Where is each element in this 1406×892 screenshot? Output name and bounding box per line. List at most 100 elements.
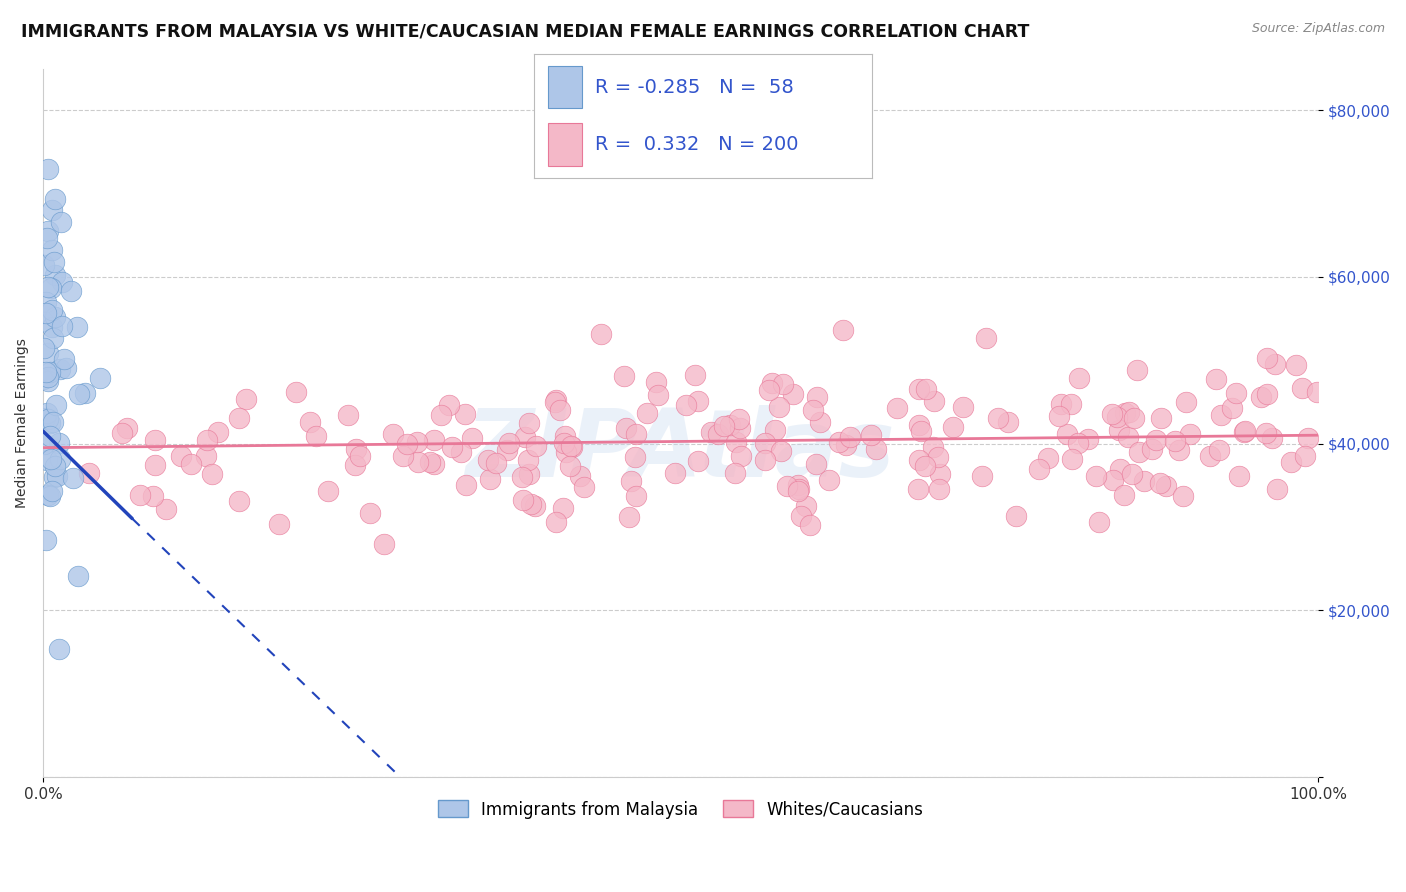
Text: R = -0.285   N =  58: R = -0.285 N = 58 [595, 78, 794, 96]
Point [1205, 371, 1227, 385]
Point [37, 346, 59, 360]
Point [786, 477, 808, 491]
Point [544, 516, 567, 530]
Point [808, 415, 831, 429]
Point [478, 472, 501, 486]
Point [39, 451, 62, 466]
Point [929, 467, 952, 481]
Point [35, 306, 58, 320]
Point [450, 445, 472, 459]
Point [907, 482, 929, 496]
Point [560, 458, 582, 473]
Point [718, 417, 741, 432]
Point [1150, 411, 1173, 425]
Point [207, 425, 229, 439]
Point [517, 416, 540, 430]
Point [1220, 401, 1243, 415]
Point [67, 386, 90, 401]
Point [32, 313, 55, 327]
Point [1279, 454, 1302, 468]
Point [155, 501, 177, 516]
Point [406, 455, 429, 469]
Point [37, 488, 59, 502]
Point [613, 369, 636, 384]
Y-axis label: Median Female Earnings: Median Female Earnings [15, 338, 30, 508]
Point [754, 453, 776, 467]
Point [395, 437, 418, 451]
Point [554, 429, 576, 443]
Point [284, 384, 307, 399]
Point [553, 501, 575, 516]
Point [1265, 483, 1288, 497]
Point [688, 394, 710, 409]
Point [1128, 445, 1150, 459]
Point [1123, 411, 1146, 425]
Point [1168, 442, 1191, 457]
Point [908, 382, 931, 396]
Legend: Immigrants from Malaysia, Whites/Caucasians: Immigrants from Malaysia, Whites/Caucasi… [432, 794, 931, 825]
Point [832, 323, 855, 337]
Point [51, 275, 73, 289]
Point [48, 641, 70, 656]
Point [41, 331, 63, 345]
Point [806, 390, 828, 404]
Point [1060, 452, 1083, 467]
Point [41, 483, 63, 498]
Point [728, 412, 751, 426]
Point [49, 214, 72, 228]
Point [997, 416, 1019, 430]
Point [201, 467, 224, 481]
Point [440, 440, 463, 454]
Point [664, 466, 686, 480]
Text: ZIPAtlas: ZIPAtlas [465, 405, 896, 497]
Point [1112, 488, 1135, 502]
Point [381, 427, 404, 442]
Point [512, 493, 534, 508]
Point [298, 415, 321, 429]
Point [115, 421, 138, 435]
Point [974, 331, 997, 345]
Point [865, 442, 887, 456]
Point [42, 470, 65, 484]
Point [928, 482, 950, 496]
Point [636, 406, 658, 420]
Point [524, 499, 547, 513]
Point [1101, 407, 1123, 421]
Point [349, 449, 371, 463]
Point [38, 417, 60, 431]
Point [647, 388, 669, 402]
Point [142, 489, 165, 503]
Point [195, 433, 218, 447]
Point [942, 420, 965, 434]
Point [886, 401, 908, 415]
Point [614, 421, 637, 435]
Point [180, 457, 202, 471]
Point [195, 450, 218, 464]
Point [706, 426, 728, 441]
Point [510, 469, 533, 483]
Point [790, 509, 813, 524]
Point [37, 279, 59, 293]
Point [1291, 381, 1313, 395]
Point [66, 320, 89, 334]
Point [1067, 436, 1090, 450]
Point [799, 518, 821, 533]
Point [761, 376, 783, 391]
Point [763, 423, 786, 437]
Point [801, 402, 824, 417]
Point [170, 450, 193, 464]
Point [1047, 409, 1070, 423]
Point [730, 421, 752, 435]
Point [39, 489, 62, 503]
Point [730, 450, 752, 464]
Point [768, 400, 790, 414]
Point [914, 459, 936, 474]
Point [73, 386, 96, 401]
Point [860, 428, 883, 442]
Point [1233, 425, 1256, 439]
Point [1264, 358, 1286, 372]
Point [1140, 442, 1163, 457]
Point [683, 368, 706, 383]
Point [42, 415, 65, 429]
Point [623, 450, 645, 465]
